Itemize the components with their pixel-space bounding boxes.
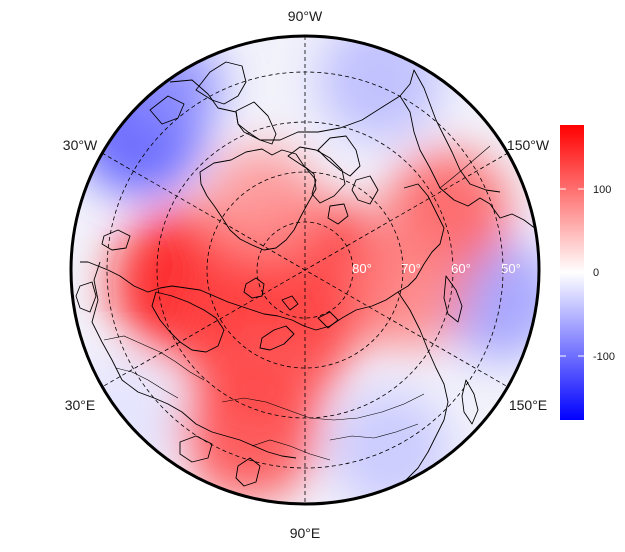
lon-label-bottom: 90°E bbox=[290, 525, 321, 541]
coastline-north-america bbox=[169, 79, 539, 233]
colorbar-label-neg100: -100 bbox=[593, 351, 615, 363]
lon-label-lower-right: 150°E bbox=[509, 397, 547, 413]
coastline-chukotka bbox=[397, 183, 445, 293]
border-canada-usa bbox=[439, 145, 491, 189]
lon-label-upper-right: 150°W bbox=[507, 137, 550, 153]
lon-label-lower-left: 30°E bbox=[65, 397, 96, 413]
latitude-labels: 80° 70° 60° 50° bbox=[352, 261, 521, 276]
coastline-baffin bbox=[235, 101, 277, 145]
graticule-lat-70 bbox=[206, 171, 404, 369]
coastline-hudson-bay bbox=[195, 61, 247, 105]
coastline-novaya-zemlya bbox=[259, 325, 295, 351]
coastline-east-asia bbox=[397, 291, 449, 481]
graticule bbox=[101, 36, 509, 504]
coastline-eurasia-arctic bbox=[80, 261, 399, 331]
colorbar-label-0: 0 bbox=[593, 267, 599, 279]
graticule-meridian-150w-30e bbox=[101, 152, 509, 388]
border-europe-west bbox=[103, 335, 205, 381]
anomaly-blob-12 bbox=[330, 390, 450, 504]
map-boundary bbox=[69, 34, 541, 506]
coastline-iceland bbox=[101, 229, 131, 251]
lat-label-60: 60° bbox=[451, 261, 471, 276]
colorbar: 100 0 -100 bbox=[560, 125, 615, 420]
border-russia-kazakhstan bbox=[221, 393, 425, 421]
border-europe-central bbox=[115, 367, 179, 399]
anomaly-blob-7 bbox=[318, 36, 442, 142]
country-borders bbox=[103, 145, 491, 461]
coastline-svalbard bbox=[243, 277, 265, 299]
border-central-asia bbox=[251, 439, 331, 461]
coastline-ellesmere bbox=[287, 146, 346, 204]
coastline-caspian-black-sea bbox=[179, 435, 261, 487]
coastline-japan bbox=[461, 379, 479, 425]
longitude-labels: 90°W 30°W 150°W 30°E 150°E 90°E bbox=[63, 8, 550, 541]
coastline-greenland bbox=[199, 148, 317, 251]
lon-label-top: 90°W bbox=[288, 8, 323, 24]
coastline-franz-josef bbox=[281, 295, 299, 311]
coastline-scandinavia bbox=[151, 291, 225, 353]
coastline-kamchatka bbox=[443, 275, 463, 323]
coastline-labrador bbox=[149, 95, 185, 125]
coastlines bbox=[75, 61, 539, 487]
coastline-british-isles bbox=[75, 281, 97, 313]
anomaly-blob-11 bbox=[71, 360, 180, 480]
map-disc: 80° 70° 60° 50° bbox=[69, 34, 541, 506]
lat-label-80: 80° bbox=[352, 261, 372, 276]
lat-label-50: 50° bbox=[501, 261, 521, 276]
coastline-europe bbox=[91, 261, 297, 459]
anomaly-blob-10 bbox=[350, 230, 470, 350]
coastline-arctic-archipelago bbox=[317, 135, 379, 225]
lon-label-upper-left: 30°W bbox=[63, 137, 98, 153]
coastline-severnaya-zemlya bbox=[317, 311, 339, 329]
coastline-alaska bbox=[399, 69, 501, 193]
anomaly-blob-3 bbox=[180, 360, 320, 500]
lat-label-70: 70° bbox=[401, 261, 421, 276]
colorbar-label-100: 100 bbox=[593, 184, 611, 196]
border-mongolia-china bbox=[329, 423, 419, 441]
